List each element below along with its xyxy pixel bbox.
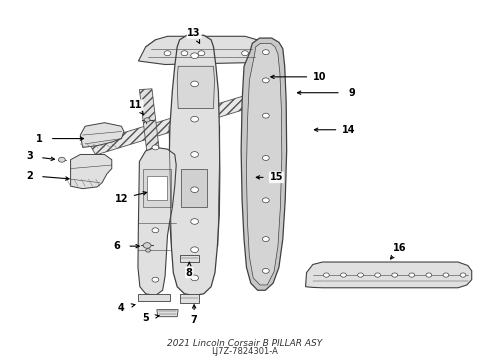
Circle shape (191, 187, 198, 193)
Text: 15: 15 (270, 172, 283, 183)
Circle shape (358, 273, 364, 277)
Polygon shape (246, 43, 282, 285)
Polygon shape (180, 294, 199, 303)
Circle shape (426, 273, 432, 277)
Polygon shape (241, 38, 287, 290)
Polygon shape (140, 89, 167, 211)
Circle shape (191, 152, 198, 157)
Circle shape (263, 113, 269, 118)
Text: 8: 8 (186, 267, 193, 278)
Circle shape (181, 51, 188, 56)
Circle shape (263, 78, 269, 83)
Polygon shape (143, 168, 171, 207)
Circle shape (152, 277, 159, 282)
Polygon shape (71, 154, 112, 189)
Polygon shape (157, 310, 178, 317)
Circle shape (323, 273, 329, 277)
Circle shape (58, 157, 65, 162)
Circle shape (191, 53, 198, 59)
Text: 12: 12 (115, 194, 128, 203)
Polygon shape (180, 255, 199, 262)
Circle shape (460, 273, 466, 277)
Text: 10: 10 (313, 72, 327, 82)
Text: 3: 3 (26, 151, 33, 161)
Circle shape (375, 273, 381, 277)
Circle shape (152, 228, 159, 233)
Text: 4: 4 (118, 303, 125, 313)
Circle shape (191, 275, 198, 281)
Text: 1: 1 (36, 134, 43, 144)
Circle shape (263, 268, 269, 273)
Circle shape (341, 273, 346, 277)
Circle shape (191, 219, 198, 224)
Text: 14: 14 (343, 125, 356, 135)
Text: LJ7Z-7824301-A: LJ7Z-7824301-A (212, 347, 278, 356)
Polygon shape (138, 36, 262, 64)
Text: 6: 6 (113, 241, 120, 251)
Text: 2021 Lincoln Corsair B PILLAR ASY: 2021 Lincoln Corsair B PILLAR ASY (168, 339, 322, 348)
Circle shape (144, 118, 150, 122)
Text: 16: 16 (393, 243, 407, 253)
Polygon shape (80, 123, 124, 147)
Circle shape (198, 51, 205, 56)
Text: 13: 13 (187, 28, 201, 38)
Circle shape (263, 237, 269, 242)
Polygon shape (169, 35, 220, 296)
Circle shape (242, 51, 248, 56)
Circle shape (392, 273, 397, 277)
Polygon shape (138, 294, 170, 301)
Polygon shape (177, 66, 215, 109)
Polygon shape (147, 176, 167, 200)
Circle shape (263, 50, 269, 55)
Polygon shape (306, 262, 472, 288)
Circle shape (263, 156, 269, 161)
Circle shape (164, 51, 171, 56)
Text: 9: 9 (348, 88, 355, 98)
Circle shape (191, 81, 198, 87)
Circle shape (263, 198, 269, 203)
Circle shape (146, 249, 150, 252)
Text: 2: 2 (26, 171, 33, 181)
Polygon shape (181, 168, 207, 207)
Text: 7: 7 (191, 315, 197, 325)
Text: 5: 5 (142, 314, 149, 323)
Circle shape (152, 145, 159, 150)
Polygon shape (138, 147, 176, 296)
Circle shape (143, 243, 151, 248)
Circle shape (409, 273, 415, 277)
Polygon shape (89, 87, 280, 155)
Circle shape (443, 273, 449, 277)
Text: 11: 11 (129, 100, 143, 110)
Circle shape (191, 247, 198, 252)
Circle shape (191, 116, 198, 122)
